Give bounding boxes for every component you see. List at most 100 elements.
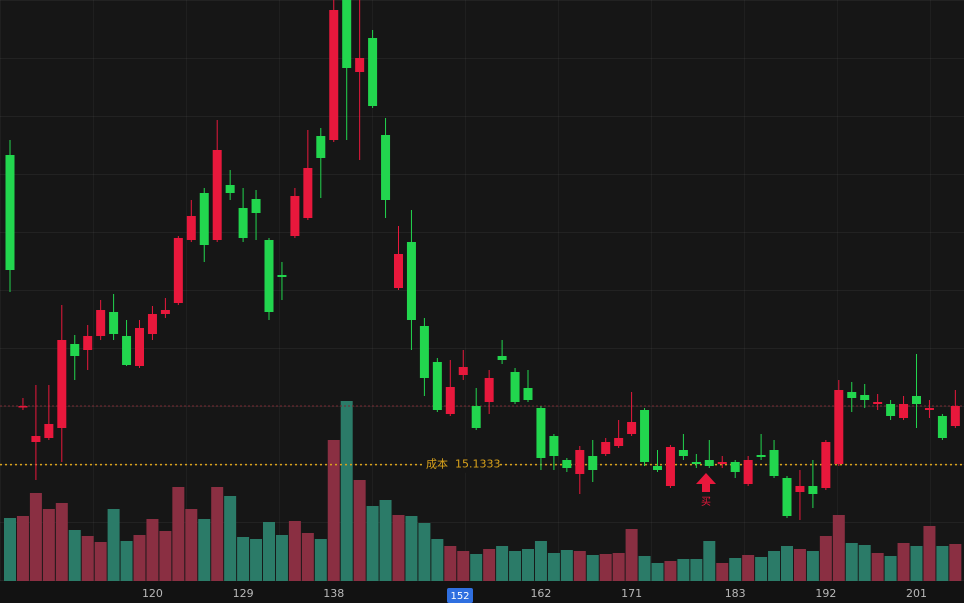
candle-body (225, 185, 235, 193)
volume-bar (755, 557, 768, 581)
candle-body (549, 436, 559, 456)
volume-bar (185, 509, 198, 581)
candle-body (860, 395, 870, 400)
x-tick-label: 162 (530, 587, 551, 600)
volume-bar (237, 537, 250, 581)
candle-body (303, 168, 313, 218)
candle-body (769, 450, 779, 476)
candle-body (536, 408, 546, 458)
x-tick-label: 138 (323, 587, 344, 600)
volume-bar (29, 493, 42, 581)
volume-bar (107, 509, 120, 581)
candle-body (743, 460, 753, 484)
cost-label-bg (422, 456, 500, 473)
volume-bar (819, 536, 832, 581)
candle-body (109, 312, 119, 334)
x-axis-band (0, 581, 964, 603)
candle-body (886, 404, 896, 416)
candle-body (264, 240, 274, 312)
candle-body (251, 199, 261, 213)
volume-bar (457, 551, 470, 581)
candle-body (173, 238, 183, 303)
buy-label: 买 (701, 496, 711, 508)
volume-bar (638, 556, 651, 581)
candle-body (160, 310, 170, 314)
candle-body (471, 406, 481, 428)
candle-body (83, 336, 93, 350)
volume-bar (599, 554, 612, 581)
candle-body (394, 254, 403, 288)
candle-body (406, 242, 416, 320)
volume-bar (573, 551, 586, 581)
volume-bar (703, 541, 716, 581)
candle-body (588, 456, 598, 470)
candle-body (834, 390, 844, 464)
volume-bar (858, 545, 871, 581)
candle-body (795, 486, 805, 492)
volume-bar (832, 515, 845, 581)
x-tick-label: 171 (621, 587, 642, 600)
candle-body (290, 196, 300, 236)
candle-body (782, 478, 792, 516)
volume-bar (366, 506, 379, 581)
volume-bar (729, 558, 742, 581)
volume-bar (716, 563, 729, 581)
volume-bar (405, 516, 418, 581)
candle-body (277, 275, 287, 277)
candle-body (562, 460, 572, 468)
candle-body (497, 356, 507, 360)
volume-bar (910, 546, 923, 581)
volume-bar (884, 556, 897, 581)
candle-body (329, 10, 339, 140)
volume-bar (534, 541, 547, 581)
volume-bar (340, 401, 353, 581)
volume-bar (547, 553, 560, 581)
candle-body (96, 310, 106, 336)
candle-body (355, 58, 365, 72)
candle-body (238, 208, 248, 238)
volume-bar (509, 551, 522, 581)
volume-bar (690, 559, 703, 581)
candle-body (912, 396, 921, 404)
candle-body (575, 450, 585, 474)
volume-bar (353, 480, 366, 581)
candle-body (57, 340, 67, 428)
volume-bar (16, 516, 29, 581)
candle-body (523, 388, 533, 400)
candle-body (135, 328, 144, 366)
volume-bar (793, 549, 806, 581)
volume-bar (4, 518, 16, 581)
volume-bar (159, 531, 172, 581)
volume-bar (431, 539, 444, 581)
candle-body (756, 455, 766, 457)
candle-body (691, 462, 701, 464)
volume-bar (923, 526, 936, 581)
candle-body (873, 402, 883, 404)
volume-bar (949, 544, 962, 581)
candle-body (665, 447, 675, 486)
candle-body (186, 216, 196, 240)
x-tick-label: 129 (233, 587, 254, 600)
candle-body (847, 392, 857, 398)
volume-bar (470, 554, 483, 581)
x-tick-label: 183 (725, 587, 746, 600)
volume-bar (224, 496, 237, 581)
candle-body (147, 314, 157, 334)
volume-bar (146, 519, 159, 581)
volume-bar (94, 542, 107, 581)
volume-bar (418, 523, 431, 581)
volume-bar (120, 541, 133, 581)
volume-bar (275, 535, 288, 581)
volume-bar (211, 487, 224, 581)
volume-bar (781, 546, 793, 581)
volume-bar (806, 551, 819, 581)
volume-bar (81, 536, 94, 581)
candle-body (381, 135, 391, 200)
candle-body (70, 344, 80, 356)
volume-bar (897, 543, 910, 581)
volume-bar (845, 543, 858, 581)
volume-bar (263, 522, 275, 581)
candle-body (342, 0, 352, 68)
x-tick-label: 120 (142, 587, 163, 600)
